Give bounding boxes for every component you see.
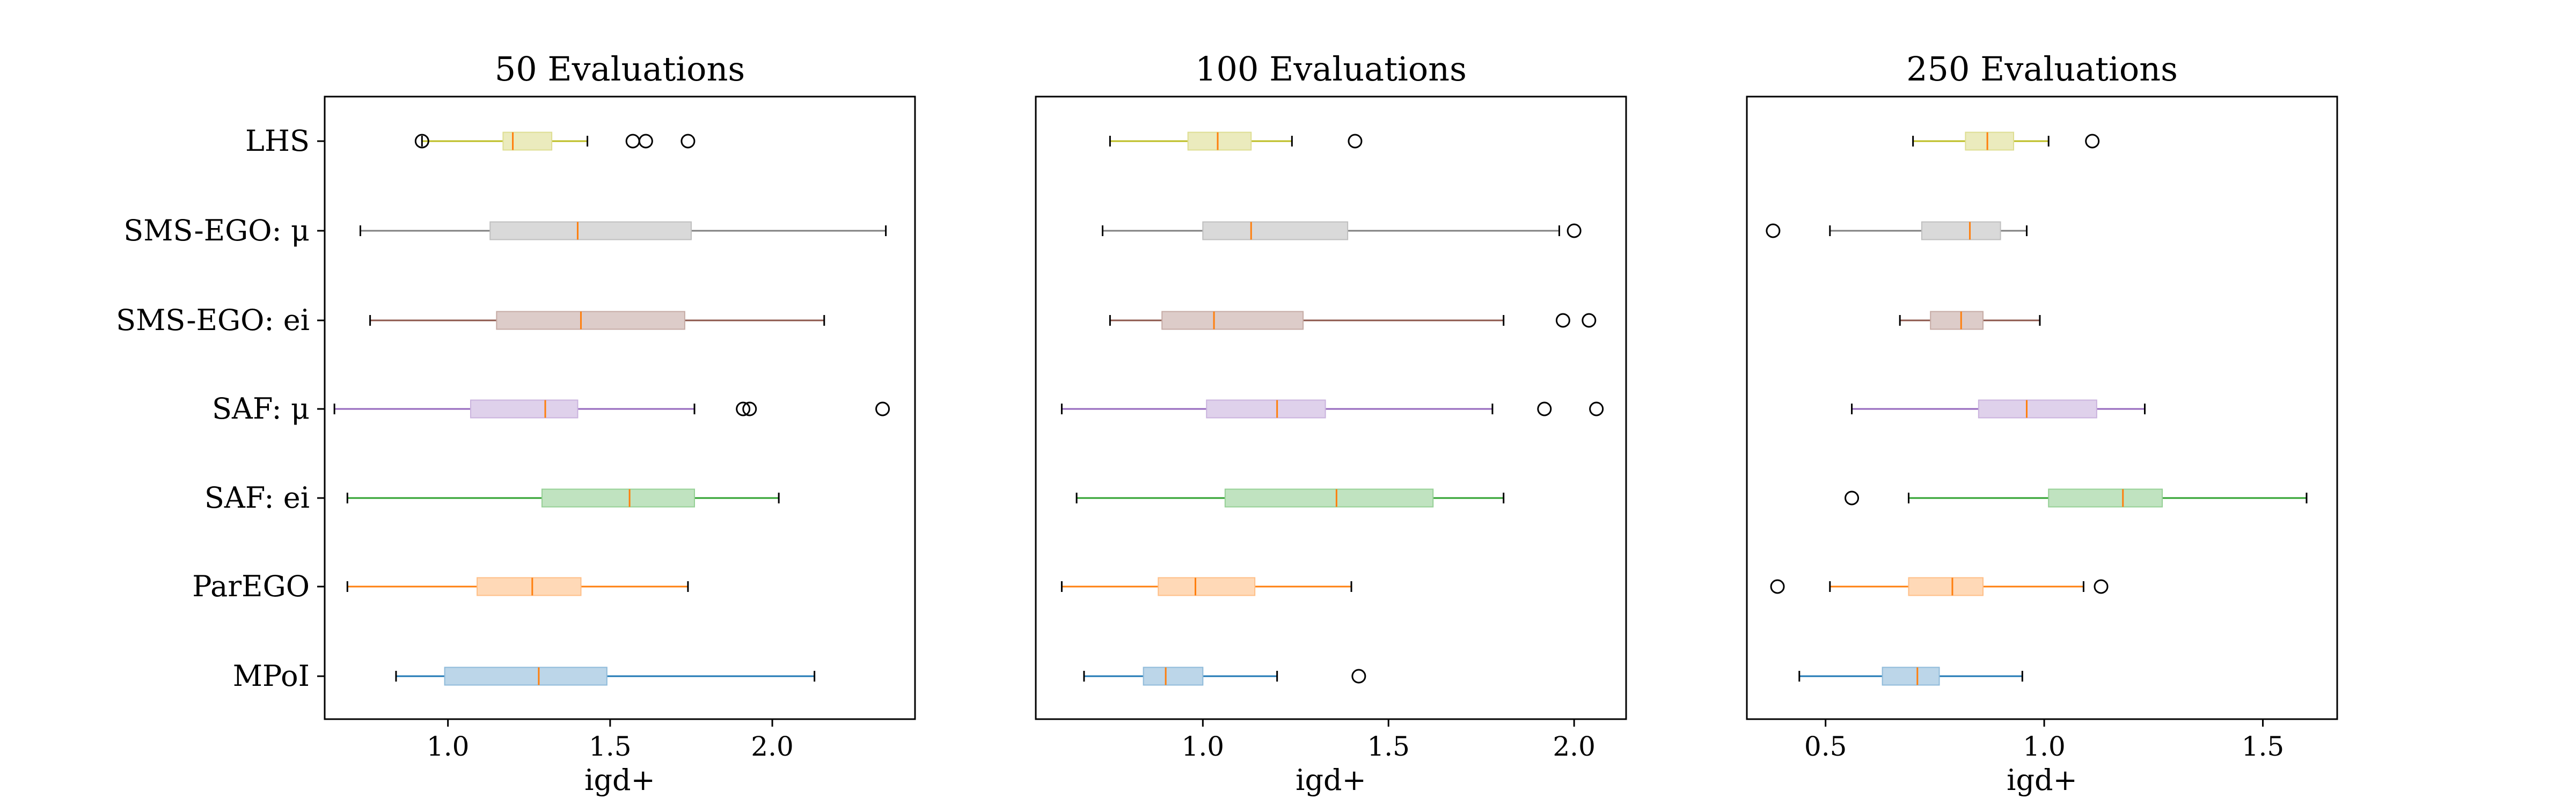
- y-tick-label: MPoI: [233, 659, 310, 693]
- outlier-point: [1351, 669, 1366, 684]
- outlier-point: [1845, 491, 1860, 506]
- outlier-point: [1589, 401, 1604, 416]
- outlier-point: [1766, 223, 1781, 238]
- x-tick-label: 1.0: [1182, 731, 1225, 762]
- x-tick-label: 2.0: [1553, 731, 1596, 762]
- outlier-point: [736, 401, 751, 416]
- outlier-point: [2085, 134, 2100, 149]
- y-tick-label: LHS: [245, 124, 310, 158]
- iqr-box: [489, 221, 692, 240]
- outlier-point: [1348, 134, 1363, 149]
- outlier-point: [414, 134, 429, 149]
- iqr-box: [496, 311, 685, 330]
- y-tick-label: SMS-EGO: ei: [116, 303, 310, 337]
- iqr-box: [1143, 667, 1204, 686]
- iqr-box: [541, 488, 696, 508]
- iqr-box: [1965, 131, 2015, 151]
- iqr-box: [502, 131, 553, 151]
- iqr-box: [1158, 577, 1256, 596]
- plot-frame: [1746, 96, 2338, 720]
- iqr-box: [1930, 311, 1984, 330]
- plot-frame: [324, 96, 916, 720]
- x-tick-label: 1.5: [2242, 731, 2285, 762]
- outlier-point: [680, 134, 696, 149]
- iqr-box: [477, 577, 582, 596]
- x-tick-label: 1.0: [427, 731, 470, 762]
- y-tick-label: SAF: ei: [204, 481, 310, 515]
- outlier-point: [875, 401, 890, 416]
- x-axis-label: igd+: [584, 763, 655, 797]
- iqr-box: [1978, 399, 2097, 419]
- outlier-point: [1567, 223, 1582, 238]
- iqr-box: [470, 399, 579, 419]
- x-axis-label: igd+: [1296, 763, 1366, 797]
- outlier-point: [1770, 579, 1785, 594]
- iqr-box: [1882, 667, 1940, 686]
- iqr-box: [1206, 399, 1326, 419]
- iqr-box: [1187, 131, 1252, 151]
- outlier-point: [625, 134, 640, 149]
- x-tick-label: 1.5: [1367, 731, 1410, 762]
- iqr-box: [1921, 221, 2001, 240]
- y-tick-label: ParEGO: [192, 569, 310, 603]
- outlier-point: [1582, 313, 1597, 328]
- x-tick-label: 0.5: [1804, 731, 1847, 762]
- x-tick-label: 2.0: [751, 731, 794, 762]
- outlier-point: [638, 134, 653, 149]
- x-axis-label: igd+: [2007, 763, 2077, 797]
- outlier-point: [2094, 579, 2109, 594]
- outlier-point: [1555, 313, 1570, 328]
- iqr-box: [444, 667, 608, 686]
- panel-title: 50 Evaluations: [495, 49, 745, 89]
- plot-frame: [1035, 96, 1627, 720]
- y-tick-label: SMS-EGO: μ: [123, 214, 310, 247]
- panel-title: 250 Evaluations: [1906, 49, 2178, 89]
- y-tick-label: SAF: μ: [212, 392, 310, 426]
- iqr-box: [1161, 311, 1304, 330]
- outlier-point: [742, 401, 757, 416]
- panel-title: 100 Evaluations: [1195, 49, 1467, 89]
- x-tick-label: 1.5: [589, 731, 632, 762]
- iqr-box: [2048, 488, 2163, 508]
- outlier-point: [1537, 401, 1552, 416]
- iqr-box: [1202, 221, 1349, 240]
- iqr-box: [1908, 577, 1984, 596]
- x-tick-label: 1.0: [2023, 731, 2066, 762]
- iqr-box: [1224, 488, 1434, 508]
